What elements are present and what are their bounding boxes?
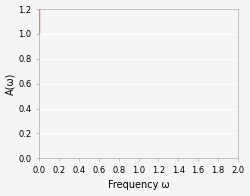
Y-axis label: A(ω): A(ω) [6,73,16,95]
X-axis label: Frequency ω: Frequency ω [108,181,169,191]
